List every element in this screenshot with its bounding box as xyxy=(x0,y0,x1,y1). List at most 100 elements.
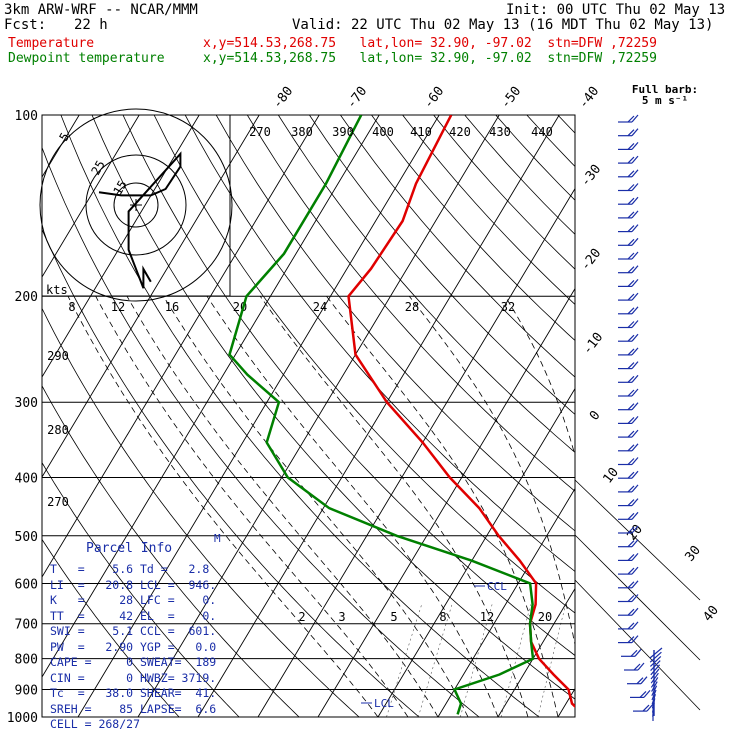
wind-barb xyxy=(618,183,639,192)
dry-adiabat xyxy=(60,115,540,717)
parcel-info-row: T = 5.6 Td = 2.8 xyxy=(50,562,210,576)
temperature-tick-label: 40 xyxy=(701,603,722,625)
hodograph-ring xyxy=(39,108,233,302)
parcel-info-row: K = 28 LFC = 0. xyxy=(50,593,217,607)
pressure-label: 100 xyxy=(15,109,38,124)
isotherm-line xyxy=(137,115,500,717)
wind-barb xyxy=(618,292,639,301)
dry-adiabat xyxy=(246,115,575,492)
parcel-info-row: SREH = 85 LAPSE= 6.6 xyxy=(50,701,217,716)
wind-barb xyxy=(627,676,648,685)
wind-barb xyxy=(618,416,639,424)
wind-barb xyxy=(618,594,639,603)
wind-barb xyxy=(618,210,639,219)
dry-adiabat xyxy=(557,115,575,134)
parcel-info-row: Tc = 38.0 SHEAR= 41. xyxy=(50,686,217,700)
m-label: M xyxy=(214,532,221,545)
hodograph-trace xyxy=(98,151,182,289)
dry-adiabat xyxy=(620,115,740,717)
parcel-info-title: Parcel Info xyxy=(86,541,173,556)
moist-adiabat xyxy=(408,295,575,647)
dewpoint-info: x,y=514.53,268.75 lat,lon= 32.90, -97.02… xyxy=(203,51,657,66)
mixing-ratio-line xyxy=(586,604,612,717)
wind-barb xyxy=(618,114,639,123)
fcst-value: 22 h xyxy=(74,17,108,33)
dry-adiabat xyxy=(42,538,180,717)
moist-adiabat xyxy=(259,295,529,717)
dry-adiabat xyxy=(589,115,740,717)
pressure-label: 600 xyxy=(15,577,38,592)
wind-barb xyxy=(618,566,639,575)
dry-adiabat xyxy=(153,115,575,614)
theta-label: 430 xyxy=(489,125,511,139)
wind-barb xyxy=(618,539,639,548)
wind-barb xyxy=(618,128,639,137)
wind-barb xyxy=(618,347,639,356)
isotherm-line xyxy=(377,387,575,717)
hodograph-ring-label: 5 xyxy=(56,130,72,143)
moist-adiabat xyxy=(326,295,559,717)
wind-barb xyxy=(618,498,639,507)
wind-barb xyxy=(649,655,662,667)
parcel-info-row: LI = 20.8 LCL = 946. xyxy=(50,577,217,592)
dry-adiabat xyxy=(495,115,575,201)
dewpoint-legend: Dewpoint temperature xyxy=(8,51,165,66)
mixing-ratio-label: 3 xyxy=(338,610,345,624)
wind-barb xyxy=(618,196,639,205)
wind-barb xyxy=(618,374,639,383)
wind-barb xyxy=(630,690,651,699)
isotherm-extension xyxy=(574,579,701,711)
isotherm-line xyxy=(557,687,575,717)
pressure-label: 300 xyxy=(15,396,38,411)
temperature-tick-label: 10 xyxy=(601,465,622,487)
pressure-label: 800 xyxy=(15,653,38,668)
wind-barb xyxy=(650,672,659,684)
moist-adiabat xyxy=(664,296,678,717)
pressure-label: 700 xyxy=(15,618,38,633)
isotherm-line xyxy=(42,115,260,478)
temperature-info: x,y=514.53,268.75 lat,lon= 32.90, -97.02… xyxy=(203,36,657,51)
isotherm-line xyxy=(618,115,740,717)
wind-barb xyxy=(618,224,639,233)
dewpoint-curve xyxy=(228,115,535,715)
hodograph-speed-label: 12 xyxy=(111,300,125,314)
wind-barb xyxy=(618,237,639,246)
temperature-tick-label: -30 xyxy=(578,162,604,190)
wind-barb xyxy=(618,511,639,520)
theta-label: 380 xyxy=(291,125,313,139)
isotherm-line xyxy=(678,115,740,717)
temperature-tick-label: 30 xyxy=(683,543,704,565)
mixing-ratio-label: 12 xyxy=(480,610,494,624)
wind-barb xyxy=(618,333,639,342)
parcel-info-row: CAPE = 0 SWEAT= 189 xyxy=(50,655,217,669)
wind-barb xyxy=(618,155,639,164)
fcst-label: Fcst: xyxy=(4,17,47,33)
dry-adiabat xyxy=(433,115,575,270)
temperature-tick-label: -80 xyxy=(270,84,296,112)
dry-adiabat xyxy=(277,115,575,453)
wind-barb xyxy=(618,580,639,589)
wind-barb xyxy=(618,361,639,370)
hodograph-unit-label: kts xyxy=(46,283,68,297)
parcel-info-row: CIN = 0 HWBZ= 3719. xyxy=(50,670,217,685)
dry-adiabat xyxy=(91,115,575,700)
hodograph-ring xyxy=(113,182,159,228)
mixing-ratio-label: 2 xyxy=(298,610,305,624)
wind-barb xyxy=(650,660,661,672)
temperature-tick-label: -50 xyxy=(498,84,524,112)
parcel-info-row: TT = 42 EL = 0. xyxy=(50,608,217,623)
dry-adiabat xyxy=(42,228,420,717)
wind-barb xyxy=(618,470,639,479)
hodograph-ring-label: 25 xyxy=(88,158,107,178)
wind-barb xyxy=(618,265,639,274)
pressure-label: 900 xyxy=(15,683,38,698)
theta-label: 410 xyxy=(410,125,432,139)
theta-label: 270 xyxy=(249,125,271,139)
moist-adiabat xyxy=(163,295,469,717)
wind-barb xyxy=(618,306,639,315)
theta-left-label: 270 xyxy=(47,495,69,509)
moist-adiabat xyxy=(67,296,379,717)
hodograph-ring xyxy=(85,154,187,256)
temperature-tick-label: 0 xyxy=(587,408,604,423)
mixing-ratio-label: 5 xyxy=(390,610,397,624)
